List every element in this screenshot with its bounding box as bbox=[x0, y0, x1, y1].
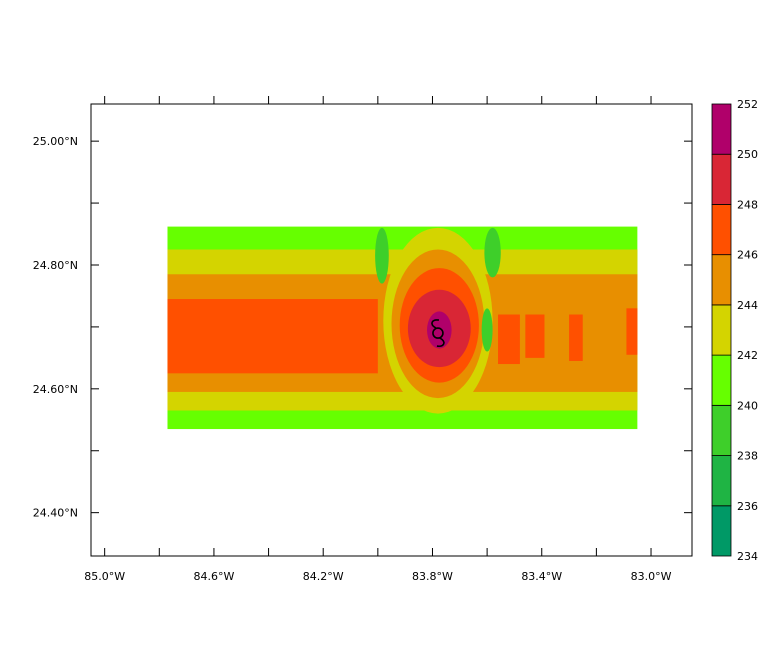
x-tick-label: 84.6°W bbox=[193, 570, 234, 583]
contour-region-12 bbox=[498, 314, 520, 365]
colorbar-swatch bbox=[711, 254, 732, 306]
colorbar-label: 250 bbox=[737, 148, 758, 161]
contour-region-10 bbox=[427, 311, 452, 349]
y-tick-label: 24.40°N bbox=[33, 507, 78, 520]
contour-fill-layer bbox=[167, 226, 638, 430]
colorbar-label: 236 bbox=[737, 500, 758, 513]
colorbar-swatch bbox=[711, 404, 732, 456]
colorbar-label: 234 bbox=[737, 550, 758, 563]
colorbar-label: 242 bbox=[737, 349, 758, 362]
y-tick-label: 24.60°N bbox=[33, 383, 78, 396]
colorbar-swatch bbox=[711, 204, 732, 256]
colorbar-swatch bbox=[711, 304, 732, 356]
colorbar-label: 238 bbox=[737, 450, 758, 463]
contour-region-15 bbox=[626, 308, 638, 355]
x-tick-label: 84.2°W bbox=[303, 570, 344, 583]
contour-region-11 bbox=[481, 308, 493, 352]
colorbar-label: 240 bbox=[737, 399, 758, 412]
colorbar: 234 236 238 240 242 244 246 248 250 252 bbox=[711, 98, 758, 563]
axis-ticks bbox=[91, 96, 692, 556]
x-tick-label: 85.0°W bbox=[84, 570, 125, 583]
y-tick-label: 24.80°N bbox=[33, 259, 78, 272]
colorbar-swatch bbox=[711, 455, 732, 507]
colorbar-label: 244 bbox=[737, 299, 758, 312]
x-tick-label: 83.8°W bbox=[412, 570, 453, 583]
x-tick-labels: 85.0°W 84.6°W 84.2°W 83.8°W 83.4°W 83.0°W bbox=[84, 570, 671, 583]
colorbar-swatch bbox=[711, 505, 732, 557]
contour-region-4 bbox=[375, 227, 389, 284]
y-tick-labels: 25.00°N 24.80°N 24.60°N 24.40°N bbox=[33, 135, 78, 520]
contour-region-3 bbox=[167, 299, 378, 374]
x-tick-label: 83.4°W bbox=[521, 570, 562, 583]
contour-region-5 bbox=[484, 227, 501, 278]
contour-region-13 bbox=[525, 314, 545, 358]
colorbar-swatch bbox=[711, 103, 732, 155]
colorbar-swatch bbox=[711, 354, 732, 406]
colorbar-swatch bbox=[711, 153, 732, 205]
y-tick-label: 25.00°N bbox=[33, 135, 78, 148]
colorbar-label: 246 bbox=[737, 249, 758, 262]
hurricane-symbol-icon bbox=[431, 319, 445, 348]
colorbar-label: 252 bbox=[737, 98, 758, 111]
storm-marker-layer bbox=[431, 319, 445, 348]
contour-region-14 bbox=[569, 314, 583, 361]
plot-area: 85.0°W 84.6°W 84.2°W 83.8°W 83.4°W 83.0°W 25.… bbox=[33, 96, 693, 583]
x-tick-label: 83.0°W bbox=[631, 570, 672, 583]
colorbar-label: 248 bbox=[737, 198, 758, 211]
